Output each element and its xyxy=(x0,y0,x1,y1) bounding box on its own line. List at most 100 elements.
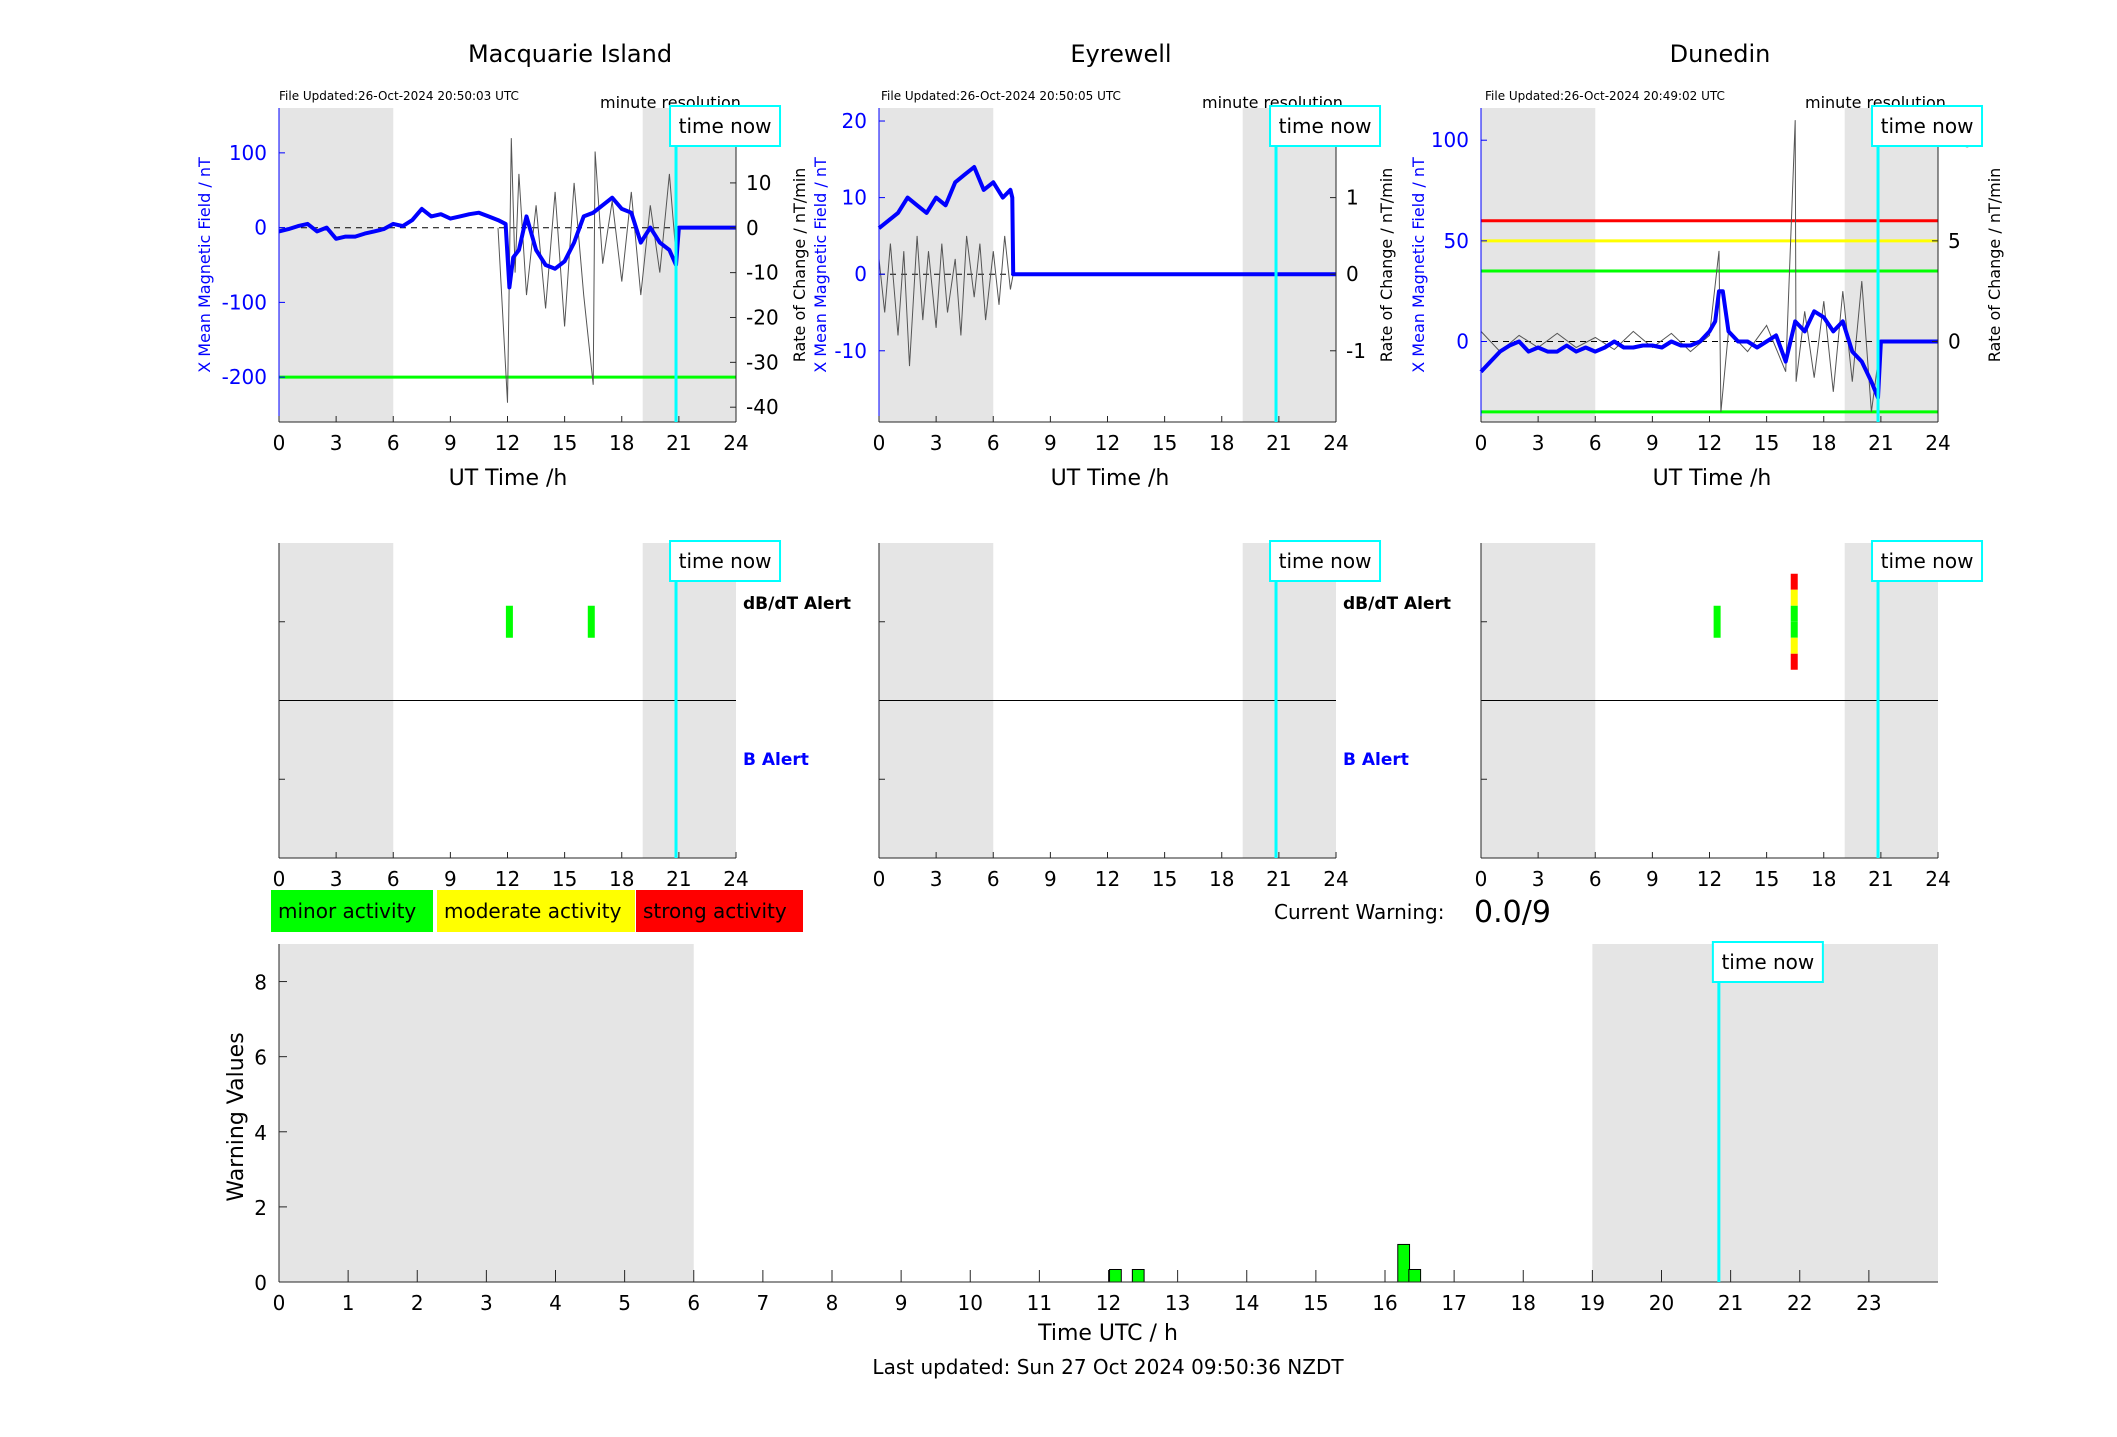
x-tick-label: 18 xyxy=(1511,1291,1536,1315)
legend-label-moderate: moderate activity xyxy=(444,899,622,923)
y-tick-label-left: 100 xyxy=(1431,128,1469,152)
x-tick-label: 3 xyxy=(480,1291,493,1315)
y-tick-label-left: 50 xyxy=(1444,229,1469,253)
dbdt-alert-mark xyxy=(1790,605,1798,622)
current-warning-label: Current Warning: xyxy=(1274,900,1444,924)
x-tick-label: 12 xyxy=(1095,867,1120,891)
y-tick-label-right: -30 xyxy=(746,350,779,374)
b-alert-label: B Alert xyxy=(1343,750,1409,770)
y-tick-label: 6 xyxy=(254,1046,267,1070)
x-tick-label: 18 xyxy=(1209,867,1234,891)
time-now-label: time now xyxy=(679,114,772,138)
dbdt-alert-mark xyxy=(1713,605,1721,638)
y-axis-label-right: Rate of Change / nT/min xyxy=(1985,168,2004,363)
y-axis-label-left: X Mean Magnetic Field / nT xyxy=(1409,157,1428,373)
x-tick-label: 6 xyxy=(1589,431,1602,455)
y-tick-label-left: 0 xyxy=(1456,329,1469,353)
night-shading xyxy=(1592,944,1938,1282)
x-tick-label: 24 xyxy=(723,431,748,455)
x-tick-label: 19 xyxy=(1580,1291,1605,1315)
x-tick-label: 18 xyxy=(609,431,634,455)
panel-title: Dunedin xyxy=(1670,40,1771,68)
dbdt-alert-mark xyxy=(1790,573,1798,590)
x-tick-label: 13 xyxy=(1165,1291,1190,1315)
x-tick-label: 7 xyxy=(757,1291,770,1315)
x-tick-label: 9 xyxy=(895,1291,908,1315)
x-tick-label: 0 xyxy=(873,431,886,455)
x-tick-label: 23 xyxy=(1856,1291,1881,1315)
b-alert-label: B Alert xyxy=(743,750,809,770)
x-tick-label: 21 xyxy=(1266,431,1291,455)
x-tick-label: 2 xyxy=(411,1291,424,1315)
y-tick-label: 8 xyxy=(254,971,267,995)
y-tick-label-left: 100 xyxy=(229,141,267,165)
rate-of-change-series xyxy=(878,235,1014,367)
y-tick-label-left: -10 xyxy=(834,339,867,363)
time-now-label: time now xyxy=(1279,114,1372,138)
x-tick-label: 3 xyxy=(930,431,943,455)
x-tick-label: 24 xyxy=(1925,867,1950,891)
time-now-box xyxy=(1269,540,1382,582)
x-tick-label: 16 xyxy=(1372,1291,1397,1315)
x-tick-label: 21 xyxy=(1266,867,1291,891)
y-tick-label: 4 xyxy=(254,1121,267,1145)
x-axis-label: Time UTC / h xyxy=(1037,1321,1178,1346)
x-tick-label: 0 xyxy=(1475,431,1488,455)
x-tick-label: 24 xyxy=(1925,431,1950,455)
night-shading xyxy=(879,108,994,422)
y-axis-label-left: X Mean Magnetic Field / nT xyxy=(811,157,830,373)
x-tick-label: 15 xyxy=(1754,431,1779,455)
x-tick-label: 12 xyxy=(495,867,520,891)
magnetic-field-series xyxy=(877,165,1336,277)
x-tick-label: 18 xyxy=(609,867,634,891)
y-tick-label-left: 20 xyxy=(842,109,867,133)
x-tick-label: 12 xyxy=(1095,431,1120,455)
x-tick-label: 5 xyxy=(618,1291,631,1315)
x-tick-label: 0 xyxy=(1475,867,1488,891)
y-tick-label-right: 0 xyxy=(1346,262,1359,286)
dbdt-alert-mark xyxy=(587,605,595,638)
x-tick-label: 21 xyxy=(1718,1291,1743,1315)
x-tick-label: 9 xyxy=(1646,867,1659,891)
x-tick-label: 0 xyxy=(273,1291,286,1315)
dbdt-alert-mark xyxy=(1790,621,1798,638)
x-tick-label: 9 xyxy=(444,867,457,891)
dbdt-alert-mark xyxy=(505,605,513,638)
y-tick-label-right: -10 xyxy=(746,261,779,285)
warning-bar xyxy=(1397,1243,1411,1283)
dbdt-alert-mark xyxy=(1790,637,1798,654)
x-tick-label: 20 xyxy=(1649,1291,1674,1315)
time-now-box xyxy=(1711,941,1824,983)
warning-bar xyxy=(1131,1268,1145,1283)
time-now-box xyxy=(669,105,782,147)
night-shading xyxy=(1242,108,1336,422)
y-axis-label-right: Rate of Change / nT/min xyxy=(1377,168,1396,363)
x-tick-label: 21 xyxy=(666,867,691,891)
x-tick-label: 6 xyxy=(987,431,1000,455)
x-tick-label: 9 xyxy=(1646,431,1659,455)
x-tick-label: 21 xyxy=(1868,867,1893,891)
current-warning-value: 0.0/9 xyxy=(1474,895,1551,930)
x-tick-label: 18 xyxy=(1209,431,1234,455)
dbdt-alert-label: dB/dT Alert xyxy=(743,594,851,614)
x-tick-label: 15 xyxy=(552,431,577,455)
x-tick-label: 18 xyxy=(1811,431,1836,455)
x-tick-label: 21 xyxy=(1868,431,1893,455)
rate-of-change-series xyxy=(1480,120,1879,412)
x-tick-label: 15 xyxy=(1152,867,1177,891)
x-tick-label: 4 xyxy=(549,1291,562,1315)
y-tick-label-left: 0 xyxy=(254,216,267,240)
legend-label-minor: minor activity xyxy=(278,899,416,923)
x-tick-label: 10 xyxy=(958,1291,983,1315)
magnetic-field-series xyxy=(278,195,736,290)
y-tick-label-right: 5 xyxy=(1948,229,1961,253)
x-tick-label: 21 xyxy=(666,431,691,455)
warning-bar xyxy=(1109,1268,1122,1283)
x-tick-label: 6 xyxy=(387,431,400,455)
y-axis-label-right: Rate of Change / nT/min xyxy=(790,168,809,363)
x-axis-label: UT Time /h xyxy=(1051,466,1170,491)
x-tick-label: 15 xyxy=(1754,867,1779,891)
y-tick-label-left: 0 xyxy=(854,262,867,286)
x-tick-label: 17 xyxy=(1441,1291,1466,1315)
